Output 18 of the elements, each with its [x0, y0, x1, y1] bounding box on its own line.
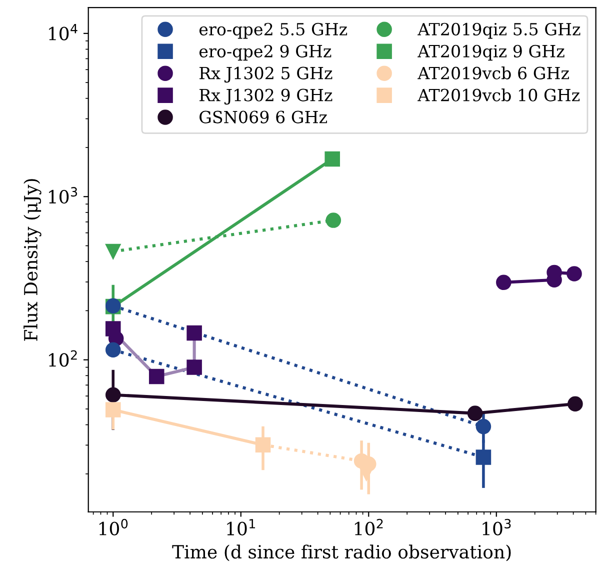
y-axis-title: Flux Density (μJy): [24, 179, 42, 341]
legend-label: GSN069 6 GHz: [200, 110, 327, 124]
legend-label: AT2019vcb 10 GHz: [418, 88, 580, 102]
legend-label: ero-qpe2 9 GHz: [199, 44, 332, 61]
legend-label: ero-qpe2 5.5 GHz: [199, 22, 348, 39]
y-tick-label: 10$^{2}$: [49, 350, 77, 367]
legend-label: AT2019vcb 6 GHz: [418, 66, 569, 80]
x-axis-title: Time (d since first radio observation): [172, 544, 511, 562]
legend-label: Rx J1302 5 GHz: [200, 66, 332, 83]
legend-label: AT2019qiz 9 GHz: [418, 44, 564, 61]
x-tick-label: 10$^{0}$: [99, 518, 128, 536]
legend-label: Rx J1302 9 GHz: [200, 88, 332, 105]
legend-label: AT2019qiz 5.5 GHz: [418, 22, 580, 39]
y-tick-label: 10$^{3}$: [49, 187, 78, 204]
x-tick-label: 10$^{1}$: [227, 519, 256, 536]
y-tick-label: 10$^{4}$: [49, 24, 78, 40]
x-tick-label: 10$^{3}$: [482, 518, 511, 536]
x-tick-label: 10$^{2}$: [354, 518, 383, 536]
